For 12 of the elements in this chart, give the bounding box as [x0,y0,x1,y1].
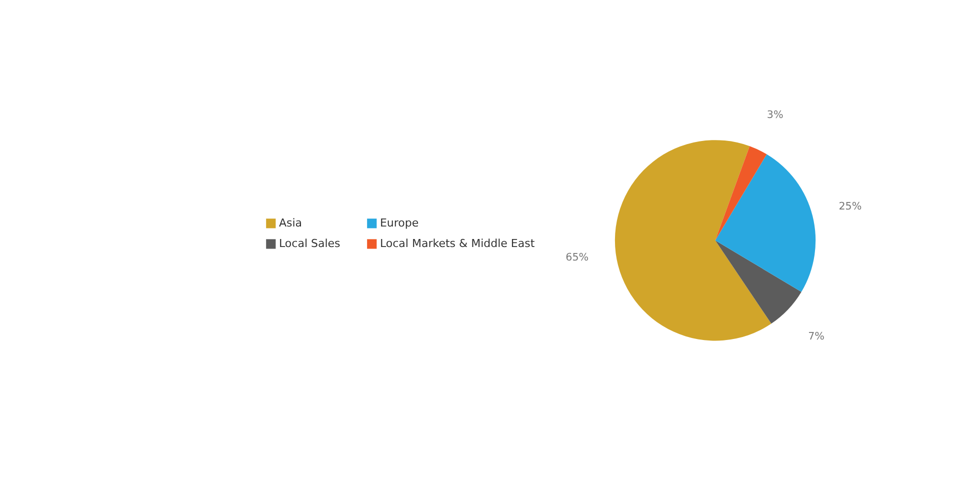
data-label: 7% [808,330,825,342]
pie-slice [715,240,802,324]
data-label: 25% [838,200,862,213]
legend-label: Local Markets & Middle East [380,237,536,250]
legend-label: Europe [380,216,419,230]
pie-slice [715,146,767,240]
legend-label: Asia [278,216,302,230]
data-label: 65% [566,251,589,264]
pie-slice [614,140,772,341]
data-label: 3% [766,108,784,121]
legend-label: Local Sales [278,237,341,250]
pie-slice [715,154,816,292]
